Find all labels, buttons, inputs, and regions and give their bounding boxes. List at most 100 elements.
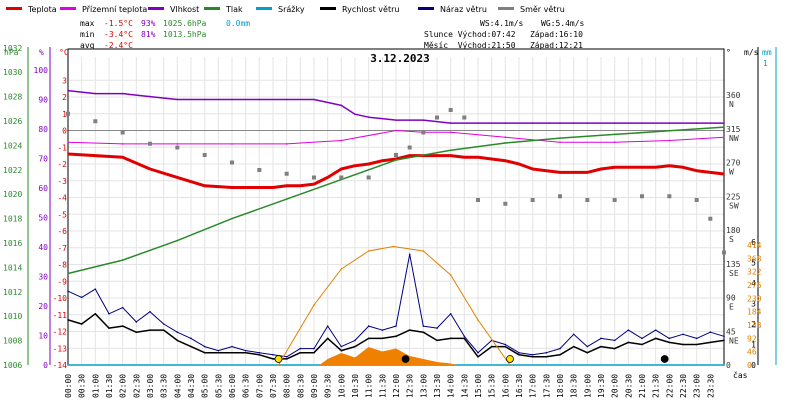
- time-tick: 08:30: [296, 374, 305, 398]
- series-point: [422, 331, 425, 334]
- series-point: [121, 259, 124, 261]
- legend-swatch: [6, 7, 22, 10]
- series-point: [709, 331, 712, 334]
- time-tick: 09:00: [310, 374, 319, 398]
- sunset-marker: [506, 355, 514, 363]
- series-point: [586, 345, 589, 348]
- series-point: [463, 335, 466, 338]
- series-point: [695, 122, 698, 124]
- series-point: [340, 268, 343, 270]
- wind-dir-point: [66, 111, 70, 116]
- wind-dir-point: [585, 198, 590, 202]
- series-point: [354, 164, 356, 167]
- solar-tick: 230: [747, 294, 762, 303]
- wind-dir-point: [694, 198, 699, 202]
- series-point: [285, 184, 288, 187]
- series-point: [285, 143, 288, 145]
- series-point: [668, 164, 671, 167]
- series-point: [668, 337, 671, 340]
- solar-tick: 138: [747, 321, 762, 330]
- time-tick: 11:00: [365, 374, 374, 398]
- c-tick: -3: [57, 177, 67, 186]
- pct-axis-label: %: [39, 48, 44, 57]
- series-point: [149, 95, 151, 98]
- legend-label: Vlhkost: [170, 5, 199, 14]
- dir-tick: N: [729, 100, 734, 109]
- dir-tick: W: [729, 168, 734, 177]
- series-point: [613, 141, 616, 144]
- series-point: [277, 364, 280, 366]
- series-point: [477, 356, 479, 358]
- series-point: [203, 345, 206, 348]
- legend-swatch: [60, 7, 76, 10]
- series-point: [203, 184, 206, 187]
- series-point: [449, 122, 452, 124]
- time-tick: 10:30: [351, 374, 360, 398]
- deg-tick: 0: [726, 361, 731, 370]
- series-point: [695, 169, 698, 172]
- time-tick: 18:00: [556, 374, 565, 398]
- deg-tick: 360: [726, 91, 741, 100]
- series-point: [80, 323, 83, 325]
- series-point: [272, 358, 274, 360]
- wind-dir-point: [148, 141, 152, 146]
- wind-dir-point: [366, 175, 371, 180]
- deg-axis-label: °: [726, 48, 731, 57]
- series-point: [654, 166, 657, 169]
- wind-dir-point: [202, 153, 207, 157]
- series-point: [477, 122, 479, 124]
- solar-tick: 92: [747, 334, 757, 343]
- wind-dir-point: [435, 115, 439, 120]
- wind-dir-point: [462, 115, 467, 120]
- time-tick: 05:00: [201, 374, 210, 398]
- stat-wg: WG:5.4m/s: [541, 19, 585, 28]
- hpa-tick: 1012: [3, 288, 22, 297]
- series-point: [367, 250, 370, 252]
- series-point: [723, 126, 725, 128]
- series-point: [67, 319, 69, 321]
- ms-tick: 5: [751, 259, 756, 268]
- c-tick: 0: [62, 127, 67, 136]
- wind-dir-point: [667, 194, 672, 199]
- time-tick: 03:00: [146, 374, 155, 398]
- time-tick: 17:00: [529, 374, 538, 398]
- series-point: [176, 239, 179, 242]
- stat-min-press: 1013.5hPa: [163, 30, 207, 39]
- series-point: [559, 171, 561, 174]
- series-point: [613, 122, 616, 124]
- series-point: [203, 98, 206, 101]
- series-point: [559, 122, 561, 124]
- c-tick: -7: [57, 244, 67, 253]
- series-point: [531, 122, 534, 124]
- series-point: [285, 198, 288, 200]
- solar-tick: 414: [747, 241, 762, 250]
- series-point: [121, 325, 124, 327]
- stat-sun: Slunce Východ:07:42 Západ:16:10: [424, 30, 583, 39]
- series-point: [559, 353, 561, 356]
- wind-dir-point: [421, 130, 426, 135]
- dir-tick: SE: [729, 269, 739, 278]
- deg-tick: 45: [726, 327, 736, 336]
- hpa-tick: 1030: [3, 68, 22, 77]
- time-tick: 05:30: [214, 374, 223, 398]
- time-tick: 00:30: [78, 374, 87, 398]
- time-tick: 09:30: [324, 374, 333, 398]
- series-point: [395, 325, 397, 327]
- legend: Teplota Přízemní teplota Vlhkost Tlak Srážky…: [6, 5, 565, 14]
- series-point: [258, 98, 261, 101]
- pct-tick: 90: [38, 96, 48, 105]
- c-tick: -5: [57, 210, 67, 219]
- series-point: [285, 98, 288, 101]
- series-point: [367, 337, 370, 340]
- ms-tick: 1: [751, 341, 756, 350]
- series-point: [367, 163, 370, 165]
- c-tick: -6: [57, 227, 67, 236]
- stat-min-temp: -3.4°C: [104, 30, 133, 39]
- series-point: [326, 176, 329, 179]
- series-point: [613, 166, 616, 169]
- series-point: [67, 272, 69, 275]
- legend-label: Rychlost větru: [342, 5, 399, 14]
- series-point: [176, 98, 179, 101]
- time-tick: 06:00: [228, 374, 237, 398]
- legend-label: Teplota: [27, 5, 57, 14]
